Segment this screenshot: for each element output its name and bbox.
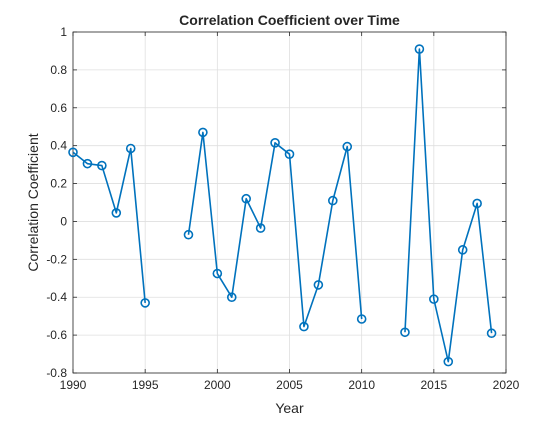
data-point: [183, 229, 194, 240]
series-line: [187, 131, 363, 328]
data-point: [212, 268, 223, 279]
chart-title: Correlation Coefficient over Time: [179, 12, 400, 28]
series-line: [404, 48, 493, 363]
data-point: [356, 314, 367, 324]
y-tick-label: 1: [60, 25, 67, 39]
y-tick-label: -0.2: [46, 252, 67, 266]
data-point: [429, 294, 439, 304]
data-point: [241, 193, 251, 204]
y-tick-labels: -0.8 -0.6 -0.4 -0.2 0 0.2 0.4 0.6 0.8 1: [46, 25, 67, 380]
data-point: [270, 138, 280, 148]
x-tick-label: 1990: [60, 378, 87, 392]
data-point: [68, 147, 78, 158]
y-tick-label: 0.6: [50, 101, 67, 115]
data-point: [486, 328, 497, 339]
data-point: [111, 208, 122, 218]
y-tick-label: -0.8: [46, 366, 67, 380]
series-group: [68, 44, 497, 367]
data-point: [313, 280, 324, 290]
y-tick-label: 0: [60, 214, 67, 228]
data-point: [82, 158, 93, 169]
x-axis-label: Year: [275, 400, 304, 416]
y-tick-label: 0.8: [50, 63, 67, 77]
x-tick-label: 1995: [132, 378, 159, 392]
data-point: [443, 356, 454, 367]
y-tick-label: -0.4: [46, 290, 67, 304]
data-point: [327, 195, 338, 206]
data-point: [457, 245, 468, 255]
x-tick-label: 2020: [493, 378, 520, 392]
data-point: [226, 292, 237, 303]
data-point: [414, 44, 425, 54]
x-tick-labels: 1990 1995 2000 2005 2010 2015 2020: [60, 378, 520, 392]
data-point: [299, 321, 309, 332]
data-point: [400, 327, 410, 338]
data-point: [472, 198, 482, 209]
x-tick-label: 2005: [276, 378, 303, 392]
y-tick-label: 0.4: [50, 139, 67, 153]
series-line: [72, 147, 146, 303]
y-tick-label: -0.6: [46, 328, 67, 342]
data-point: [284, 149, 295, 159]
data-point: [198, 127, 208, 138]
data-point: [342, 141, 353, 152]
y-tick-label: 0.2: [50, 177, 67, 191]
x-tick-label: 2015: [420, 378, 447, 392]
x-tick-label: 2000: [204, 378, 231, 392]
ticks: [72, 31, 507, 374]
x-tick-label: 2010: [348, 378, 375, 392]
data-point: [125, 143, 136, 154]
y-axis-label: Correlation Coefficient: [25, 133, 41, 271]
data-point: [97, 160, 107, 171]
data-point: [255, 223, 266, 233]
data-point: [140, 298, 150, 308]
